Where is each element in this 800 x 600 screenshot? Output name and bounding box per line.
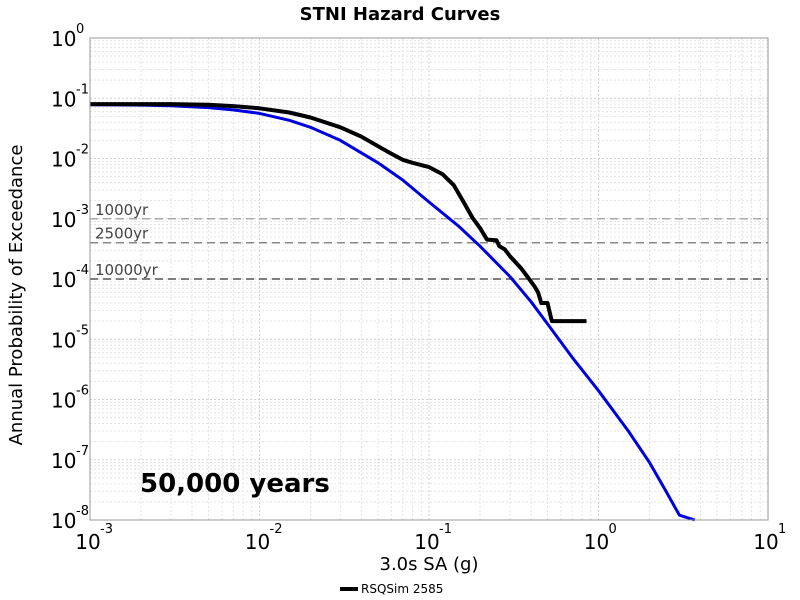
y-tick-exponent: 0 <box>76 22 84 37</box>
y-tick-base: 10 <box>51 87 76 111</box>
legend-label: RSQSim 2585 <box>361 582 443 596</box>
y-tick-base: 10 <box>51 389 76 413</box>
y-tick-label: 10 -6 <box>51 384 89 413</box>
y-tick-label: 10 0 <box>51 22 84 51</box>
x-tick-base: 10 <box>245 530 270 554</box>
x-tick-label: 10-2 <box>245 522 283 554</box>
y-tick-label: 10 -1 <box>51 82 89 111</box>
y-tick-label: 10 -8 <box>51 504 89 533</box>
y-tick-base: 10 <box>51 208 76 232</box>
series-line-rsqsim <box>90 102 587 324</box>
y-tick-base: 10 <box>51 509 76 533</box>
y-tick-exponent: -7 <box>76 444 89 459</box>
x-tick-base: 10 <box>753 530 778 554</box>
x-tick-exponent: 0 <box>609 522 617 537</box>
y-tick-base: 10 <box>51 148 76 172</box>
y-tick-exponent: -5 <box>76 323 89 338</box>
plot-frame <box>89 37 769 521</box>
y-tick-exponent: -3 <box>76 203 89 218</box>
y-tick-label: 10 -7 <box>51 444 89 473</box>
y-tick-base: 10 <box>51 449 76 473</box>
x-tick-exponent: -3 <box>100 522 113 537</box>
x-tick-label: 101 <box>753 522 786 554</box>
legend: RSQSim 2585 <box>340 582 443 596</box>
reference-line-label: 10000yr <box>95 261 159 279</box>
series-group <box>89 102 696 522</box>
reference-line-label: 2500yr <box>95 225 149 243</box>
y-tick-label: 10 -2 <box>51 143 89 172</box>
y-tick-exponent: -8 <box>76 504 89 519</box>
reference-line-label: 1000yr <box>95 201 149 219</box>
chart-title: STNI Hazard Curves <box>300 4 501 25</box>
y-tick-base: 10 <box>51 328 76 352</box>
y-tick-exponent: -6 <box>76 384 89 399</box>
x-tick-exponent: -2 <box>270 522 283 537</box>
x-axis-label: 3.0s SA (g) <box>380 554 479 575</box>
y-tick-label: 10 -3 <box>51 203 89 232</box>
x-tick-label: 100 <box>584 522 617 554</box>
x-tick-label: 10-1 <box>414 522 452 554</box>
y-tick-exponent: -1 <box>76 82 89 97</box>
y-tick-label: 10 -5 <box>51 323 89 352</box>
x-tick-label: 10-3 <box>75 522 113 554</box>
series-line-blue <box>89 103 696 522</box>
x-tick-exponent: -1 <box>439 522 452 537</box>
y-axis-label: Annual Probability of Exceedance <box>6 145 27 446</box>
y-tick-base: 10 <box>51 268 76 292</box>
y-tick-label: 10 -4 <box>51 263 89 292</box>
x-tick-exponent: 1 <box>778 522 786 537</box>
x-tick-base: 10 <box>75 530 100 554</box>
y-tick-base: 10 <box>51 27 76 51</box>
y-tick-exponent: -2 <box>76 143 89 158</box>
y-tick-exponent: -4 <box>76 263 89 278</box>
x-tick-base: 10 <box>584 530 609 554</box>
x-tick-base: 10 <box>414 530 439 554</box>
reference-lines: 1000yr 2500yr 10000yr <box>90 201 768 280</box>
duration-annotation: 50,000 years <box>140 469 330 499</box>
